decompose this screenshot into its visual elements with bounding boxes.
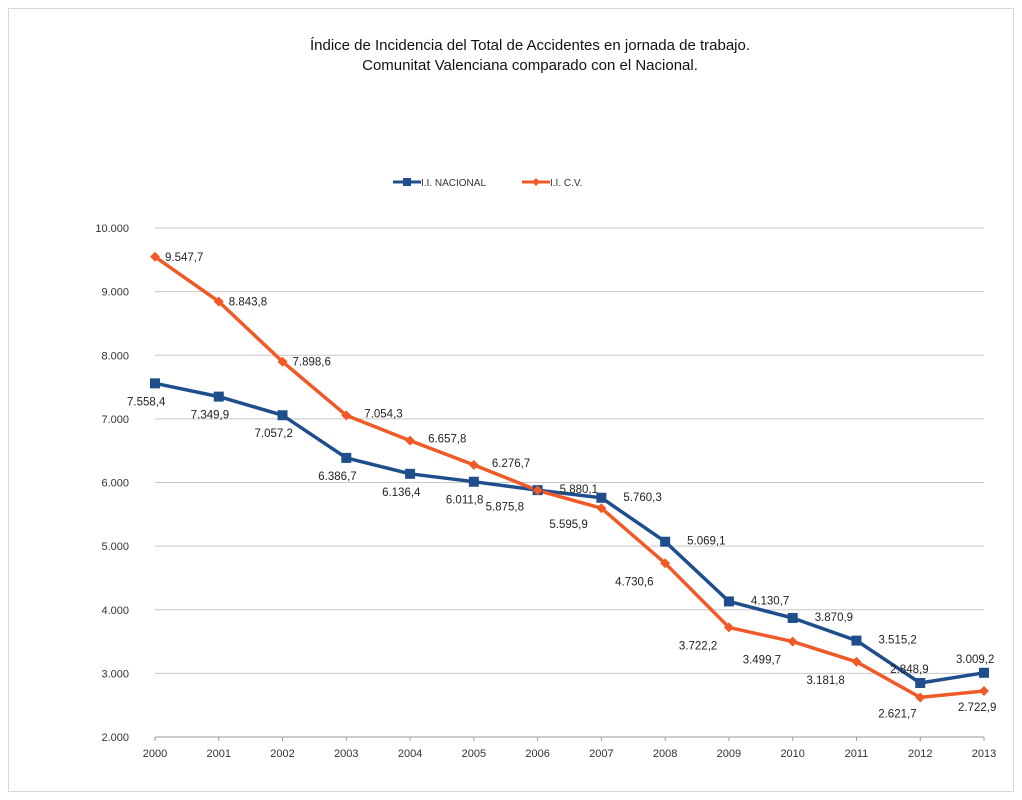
y-tick-label: 7.000 xyxy=(101,414,129,426)
data-label-cv-2005: 6.276,7 xyxy=(492,458,530,470)
data-label-nacional-2003: 6.386,7 xyxy=(318,471,356,483)
series-line-nacional xyxy=(154,381,985,685)
marker-nacional-2012 xyxy=(915,677,926,688)
marker-nacional-2010 xyxy=(787,612,798,623)
data-label-nacional-2009: 4.130,7 xyxy=(751,595,789,607)
marker-nacional-2003 xyxy=(341,452,352,463)
data-label-nacional-2013: 3.009,2 xyxy=(956,654,994,666)
x-tick-label: 2005 xyxy=(462,748,486,760)
x-tick-label: 2011 xyxy=(845,748,869,760)
data-label-cv-2012: 2.621,7 xyxy=(878,708,916,720)
marker-cv-2013 xyxy=(979,686,989,697)
chart-title-line-2: Comunitat Valenciana comparado con el Na… xyxy=(362,57,698,74)
marker-cv-2003 xyxy=(341,410,352,421)
x-tick-label: 2004 xyxy=(398,748,422,760)
x-tick-label: 2010 xyxy=(780,748,804,760)
marker-nacional-2004 xyxy=(405,468,416,479)
y-tick-label: 2.000 xyxy=(101,732,129,744)
data-label-cv-2008: 4.730,6 xyxy=(615,576,653,588)
x-tick-label: 2006 xyxy=(525,748,549,760)
legend: I.I. NACIONAL I.I. C.V. xyxy=(393,178,582,189)
marker-cv-2006 xyxy=(532,485,543,496)
x-tick-label: 2012 xyxy=(908,748,932,760)
y-tick-label: 8.000 xyxy=(101,350,129,362)
data-label-nacional-2001: 7.349,9 xyxy=(191,410,229,422)
legend-label-cv: I.I. C.V. xyxy=(550,178,582,189)
y-tick-label: 4.000 xyxy=(101,605,129,617)
data-label-cv-2011: 3.181,8 xyxy=(806,675,844,687)
legend-marker-nacional xyxy=(403,178,411,186)
data-label-nacional-2012: 2.848,9 xyxy=(890,664,928,676)
data-label-cv-2013: 2.722,9 xyxy=(958,702,996,714)
marker-cv-2001 xyxy=(213,296,224,307)
data-label-nacional-2000: 7.558,4 xyxy=(127,396,166,408)
data-label-nacional-2002: 7.057,2 xyxy=(255,428,293,440)
marker-nacional-2009 xyxy=(723,596,734,607)
data-label-cv-2006: 5.875,8 xyxy=(486,501,524,513)
marker-nacional-2002 xyxy=(277,410,288,421)
data-label-nacional-2008: 5.069,1 xyxy=(687,536,725,548)
marker-cv-2007 xyxy=(596,503,607,514)
marker-nacional-2005 xyxy=(468,476,479,487)
data-label-nacional-2007: 5.760,3 xyxy=(623,492,661,504)
x-tick-label: 2000 xyxy=(143,748,167,760)
chart-frame xyxy=(8,8,1014,792)
marker-cv-2011 xyxy=(851,656,862,667)
legend-marker-cv xyxy=(532,178,540,186)
series-line-cv xyxy=(153,255,985,700)
x-tick-label: 2007 xyxy=(589,748,613,760)
x-axis: 2000 2001 2002 2003 2004 2005 2006 2007 2008 2009… xyxy=(143,737,996,760)
x-tick-label: 2013 xyxy=(972,748,996,760)
marker-cv-2009 xyxy=(723,622,734,633)
data-label-cv-2004: 6.657,8 xyxy=(428,434,466,446)
marker-cv-2010 xyxy=(787,636,798,647)
y-tick-label: 3.000 xyxy=(101,668,129,680)
data-label-nacional-2006: 5.880,1 xyxy=(560,484,598,496)
data-label-cv-2010: 3.499,7 xyxy=(743,655,781,667)
data-label-nacional-2010: 3.870,9 xyxy=(815,612,853,624)
marker-nacional-2008 xyxy=(660,536,671,547)
y-axis: 2.000 3.000 4.000 5.000 6.000 7.000 8.000 9.000… xyxy=(95,223,129,744)
data-label-cv-2007: 5.595,9 xyxy=(549,519,587,531)
marker-cv-2004 xyxy=(405,435,416,446)
data-label-cv-2001: 8.843,8 xyxy=(229,297,267,309)
data-label-nacional-2011: 3.515,2 xyxy=(878,635,916,647)
x-tick-label: 2001 xyxy=(207,748,231,760)
marker-nacional-2013 xyxy=(979,667,989,678)
y-tick-label: 9.000 xyxy=(101,287,129,299)
marker-cv-2012 xyxy=(915,692,926,703)
marker-cv-2005 xyxy=(468,459,479,470)
marker-nacional-2000 xyxy=(150,378,160,389)
data-label-nacional-2005: 6.011,8 xyxy=(446,495,484,507)
data-label-nacional-2004: 6.136,4 xyxy=(382,487,421,499)
data-label-cv-2003: 7.054,3 xyxy=(364,408,402,420)
y-tick-label: 10.000 xyxy=(95,223,129,235)
y-tick-label: 6.000 xyxy=(101,478,129,490)
y-tick-label: 5.000 xyxy=(101,541,129,553)
data-label-cv-2009: 3.722,2 xyxy=(679,640,717,652)
marker-nacional-2007 xyxy=(596,492,607,503)
chart-title-line-1: Índice de Incidencia del Total de Accide… xyxy=(310,37,750,54)
series-markers xyxy=(150,251,989,703)
marker-cv-2000 xyxy=(150,251,160,262)
data-labels: 7.558,4 7.349,9 7.057,2 6.386,7 6.136,4 6.011… xyxy=(127,252,996,721)
x-tick-label: 2008 xyxy=(653,748,677,760)
data-label-cv-2000: 9.547,7 xyxy=(165,252,203,264)
marker-nacional-2011 xyxy=(851,635,862,646)
marker-cv-2002 xyxy=(277,356,288,367)
data-label-cv-2002: 7.898,6 xyxy=(293,357,331,369)
legend-label-nacional: I.I. NACIONAL xyxy=(421,178,486,189)
x-tick-label: 2009 xyxy=(717,748,741,760)
x-tick-label: 2003 xyxy=(334,748,358,760)
series-lines xyxy=(153,255,985,700)
marker-cv-2008 xyxy=(660,558,671,569)
x-tick-label: 2002 xyxy=(270,748,294,760)
gridlines xyxy=(155,227,984,738)
marker-nacional-2001 xyxy=(213,391,224,402)
